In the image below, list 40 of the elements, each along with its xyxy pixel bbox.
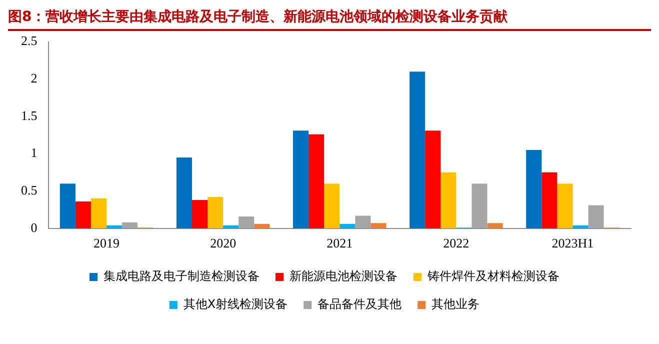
bar	[557, 184, 573, 228]
bar	[542, 172, 558, 228]
y-tick-label: 2.5	[21, 33, 38, 48]
bar	[192, 200, 208, 228]
legend-label: 集成电路及电子制造检测设备	[104, 269, 260, 284]
legend-label: 其他X射线检测设备	[183, 297, 288, 312]
bar	[370, 223, 386, 228]
x-tick-label: 2019	[94, 236, 120, 251]
bar	[487, 223, 503, 228]
x-tick-label: 2021	[326, 236, 353, 251]
y-tick-label: 2	[30, 70, 38, 86]
bar	[122, 222, 138, 228]
x-tick-label: 2020	[210, 236, 236, 251]
bar	[324, 184, 340, 228]
bar	[308, 134, 324, 228]
bar	[75, 202, 91, 228]
y-tick-label: 0	[30, 220, 38, 235]
legend-label: 备品备件及其他	[318, 297, 402, 312]
y-tick-label: 1	[30, 145, 38, 160]
x-tick-label: 2023H1	[552, 236, 594, 251]
bar	[176, 157, 192, 228]
bar	[238, 216, 254, 228]
legend-label: 新能源电池检测设备	[290, 269, 398, 284]
bar	[410, 72, 426, 228]
bar	[293, 130, 309, 228]
bar	[472, 184, 488, 228]
bar	[208, 197, 224, 228]
legend-label: 铸件焊件及材料检测设备	[426, 269, 560, 284]
bar	[355, 216, 371, 228]
y-tick-label: 1.5	[21, 108, 38, 123]
x-tick-label: 2022	[443, 236, 470, 251]
chart-title: 图8：营收增长主要由集成电路及电子制造、新能源电池领域的检测设备业务贡献	[8, 8, 651, 31]
bar	[440, 172, 456, 228]
legend-label: 其他业务	[432, 297, 480, 312]
bar	[60, 184, 76, 228]
y-tick-label: 0.5	[21, 182, 38, 198]
bar	[90, 198, 107, 228]
bar	[588, 205, 604, 228]
bar	[526, 150, 542, 228]
bar	[425, 130, 441, 228]
